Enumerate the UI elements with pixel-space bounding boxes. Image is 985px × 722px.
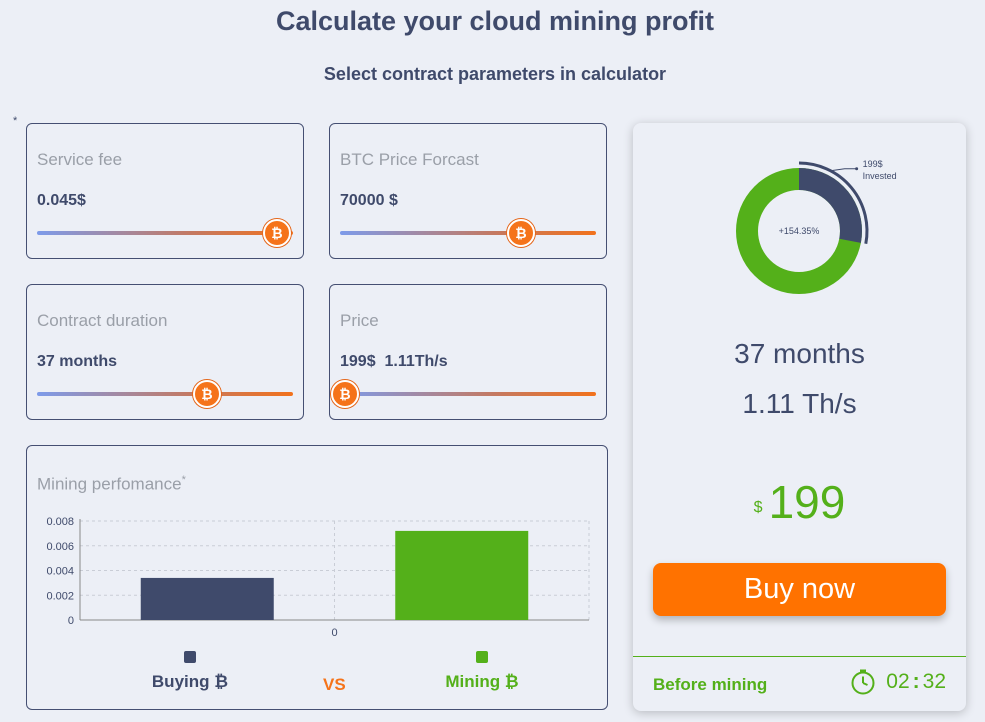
btc-price-card: BTC Price Forcast 70000 $ ₿ [329,123,607,259]
y-tick-label: 0.006 [46,541,74,553]
price-label: Price [340,311,379,330]
legend-mining-label: Mining ₿ [445,672,519,691]
donut-invested-arc [798,161,869,245]
mining-performance-chart: 0.008 0.006 0.004 0.002 0 0 [46,516,590,639]
price-card: Price 199$ 1.11Th/s ₿ [329,284,607,420]
invested-profit-donut: 199$ Invested +154.35% [736,159,897,294]
summary-hashrate: 1.11 Th/s [742,388,857,419]
y-tick-label: 0 [68,615,74,627]
donut-invested-label: Invested [863,171,897,181]
y-tick-label: 0.008 [46,516,74,528]
page-title: Calculate your cloud mining profit [275,6,715,36]
timer-colon: : [912,670,920,693]
page-subtitle: Select contract parameters in calculator [323,64,667,84]
bar-buying [140,577,274,620]
contract-duration-value: 37 months [37,353,118,370]
timer-minutes: 02 [886,670,910,693]
bitcoin-icon: ₿ [202,387,213,402]
clock-icon [851,669,875,695]
x-tick-label: 0 [331,627,337,639]
contract-duration-label: Contract duration [37,311,168,330]
legend-mining: Mining ₿ [437,651,527,692]
countdown-timer: 02:32 [850,669,946,695]
legend-buying-label: Buying ₿ [151,672,229,691]
timer-seconds: 32 [922,670,946,693]
btc-price-slider-thumb[interactable]: ₿ [506,219,535,247]
donut-leader-dot [855,167,859,171]
legend-vs: VS [323,675,346,694]
btc-price-slider[interactable] [340,231,596,235]
service-fee-slider-thumb[interactable]: ₿ [262,219,291,247]
mining-performance-label: Mining perfomance* [37,474,186,494]
bitcoin-icon: ₿ [271,226,282,241]
buy-now-button[interactable]: Buy now [653,563,946,616]
donut-invested-amount: 199$ [863,159,883,169]
btc-price-value: 70000 $ [340,192,398,209]
summary-months: 37 months [734,338,865,369]
contract-duration-slider-thumb[interactable]: ₿ [193,380,222,408]
svg-text:₿: ₿ [202,387,213,402]
donut-center-label: +154.35% [779,226,820,236]
svg-text:₿: ₿ [339,387,350,402]
bitcoin-icon: ₿ [515,226,526,241]
asterisk-note: * [13,115,18,127]
donut-invested-segment [736,168,862,294]
service-fee-value: 0.045$ [37,192,86,209]
contract-duration-slider[interactable] [37,392,293,396]
price-amount: 199 [768,476,846,528]
service-fee-slider[interactable] [37,231,293,235]
bitcoin-icon: ₿ [339,387,350,402]
price-value: 199$ 1.11Th/s [340,353,448,370]
svg-text:₿: ₿ [271,226,282,241]
y-tick-label: 0.004 [46,566,74,578]
contract-duration-card: Contract duration 37 months ₿ [26,284,304,420]
summary-divider [633,656,966,657]
summary-price: $199 [633,475,966,529]
donut-leader-line [830,168,857,172]
service-fee-label: Service fee [37,150,123,169]
svg-text:₿: ₿ [515,226,526,241]
legend-buying-swatch [184,651,196,663]
summary-card: 199$ Invested +154.35% 37 months 1.11 Th/s… [633,123,966,711]
btc-price-label: BTC Price Forcast [340,150,479,169]
price-slider-thumb[interactable]: ₿ [331,380,360,408]
legend-buying: Buying ₿ [145,651,235,692]
mining-performance-card: Mining perfomance* 0.008 0.006 0.004 0.002 0… [26,445,608,710]
price-slider[interactable] [340,392,596,396]
legend-mining-swatch [476,651,488,663]
currency-symbol: $ [753,499,763,516]
service-fee-card: Service fee 0.045$ ₿ [26,123,304,259]
before-mining-label: Before mining [653,675,768,694]
bar-mining [395,530,529,620]
y-tick-label: 0.002 [46,590,74,602]
